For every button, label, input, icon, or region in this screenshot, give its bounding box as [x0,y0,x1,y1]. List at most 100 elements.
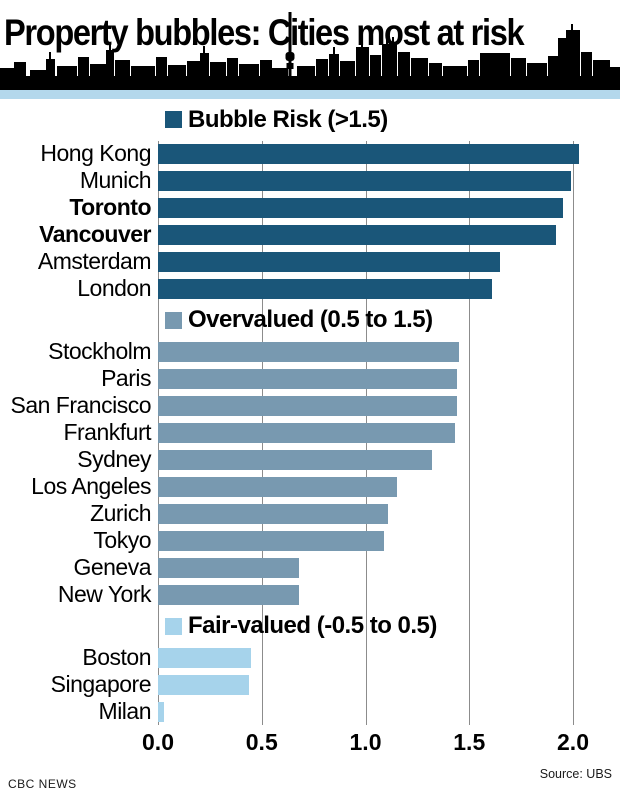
chart-rows: Bubble Risk (>1.5) Hong Kong Munich Toronto… [0,99,620,725]
bar-row: Sydney [0,446,620,473]
bar [158,368,457,389]
legend-row: Overvalued (0.5 to 1.5) [0,302,620,338]
bar-cell [158,275,620,302]
bar-label: Vancouver [39,221,151,247]
bar-label: Boston [82,644,151,670]
bar-label: Frankfurt [63,419,151,445]
legend-label: Overvalued (0.5 to 1.5) [188,306,433,333]
bar-cell [158,581,620,608]
bar-cell [158,671,620,698]
city-skyline-icon [0,12,620,90]
bar [158,476,397,497]
legend: Fair-valued (-0.5 to 0.5) [165,612,437,640]
x-tick-label: 2.0 [557,729,589,755]
bar-cell [158,473,620,500]
bar-label: Munich [79,167,152,193]
bar-label: Zurich [90,500,151,526]
bar-cell [158,698,620,725]
bar-label: Geneva [73,554,151,580]
bar-label: Milan [98,698,152,724]
legend-label: Fair-valued (-0.5 to 0.5) [188,612,437,639]
bar-row: Vancouver [0,221,620,248]
bar [158,674,249,695]
bar-label: Stockholm [48,338,151,364]
bar-label: Paris [101,365,151,391]
bar [158,584,299,605]
bar [158,278,492,299]
bar-cell [158,221,620,248]
bar-row: Hong Kong [0,140,620,167]
bar-label: London [77,275,151,301]
legend-swatch-icon [165,311,182,329]
x-tick-label: 1.0 [349,729,382,755]
bar-cell [158,644,620,671]
bar [158,341,459,362]
bar-cell [158,140,620,167]
bar-row: Toronto [0,194,620,221]
bar-label: Toronto [69,194,151,220]
bar [158,224,556,245]
bar-label: Singapore [50,671,152,697]
bar-cell [158,194,620,221]
bar-row: Amsterdam [0,248,620,275]
page-title: Property bubbles: Cities most at risk [4,12,525,53]
bar [158,395,457,416]
header-accent-band [0,90,620,99]
bar-label: Hong Kong [40,140,151,166]
bar-label: San Francisco [10,392,151,418]
bar [158,251,500,272]
bar [158,701,164,722]
bar-row: Milan [0,698,620,725]
legend-swatch-icon [165,617,182,635]
bar-row: Geneva [0,554,620,581]
bar-cell [158,167,620,194]
bar [158,197,563,218]
bar [158,170,571,191]
bar-cell [158,446,620,473]
bar-cell [158,338,620,365]
x-axis: 0.0 0.5 1.0 1.5 2.0 [0,727,620,765]
gridline-1.5 [469,141,471,725]
x-tick-label: 0.0 [142,729,174,755]
legend-cell: Bubble Risk (>1.5) [158,99,620,140]
bar-cell [158,554,620,581]
legend-cell: Fair-valued (-0.5 to 0.5) [158,608,620,644]
source-label: Source: UBS [539,767,612,781]
bar-row: Boston [0,644,620,671]
bar-row: San Francisco [0,392,620,419]
bar-row: Singapore [0,671,620,698]
bar-cell [158,392,620,419]
gridline-2.0 [573,141,574,725]
bar-row: Munich [0,167,620,194]
bar-cell [158,500,620,527]
bar-label: Amsterdam [37,248,152,274]
legend: Bubble Risk (>1.5) [165,106,388,134]
bar [158,449,432,470]
bar-row: London [0,275,620,302]
legend: Overvalued (0.5 to 1.5) [165,306,433,334]
legend-cell: Overvalued (0.5 to 1.5) [158,302,620,338]
bar-label: Tokyo [93,527,151,553]
bar-row: Paris [0,365,620,392]
bar [158,530,384,551]
bar-cell [158,527,620,554]
bar [158,647,251,668]
bar-label: Los Angeles [31,473,151,499]
bar-row: Stockholm [0,338,620,365]
bar-cell [158,248,620,275]
legend-label: Bubble Risk (>1.5) [188,105,388,133]
bar-row: Los Angeles [0,473,620,500]
legend-row: Bubble Risk (>1.5) [0,99,620,140]
header: Property bubbles: Cities most at risk [0,0,620,90]
bar [158,143,579,164]
bar-row: New York [0,581,620,608]
bar-cell [158,419,620,446]
legend-swatch-icon [165,111,182,128]
bar-chart: Bubble Risk (>1.5) Hong Kong Munich Toronto… [0,99,620,765]
bar-label: New York [57,581,152,607]
bar-row: Tokyo [0,527,620,554]
x-tick-label: 1.5 [453,729,486,755]
bar-label: Sydney [77,446,151,472]
bar-row: Frankfurt [0,419,620,446]
bar-row: Zurich [0,500,620,527]
